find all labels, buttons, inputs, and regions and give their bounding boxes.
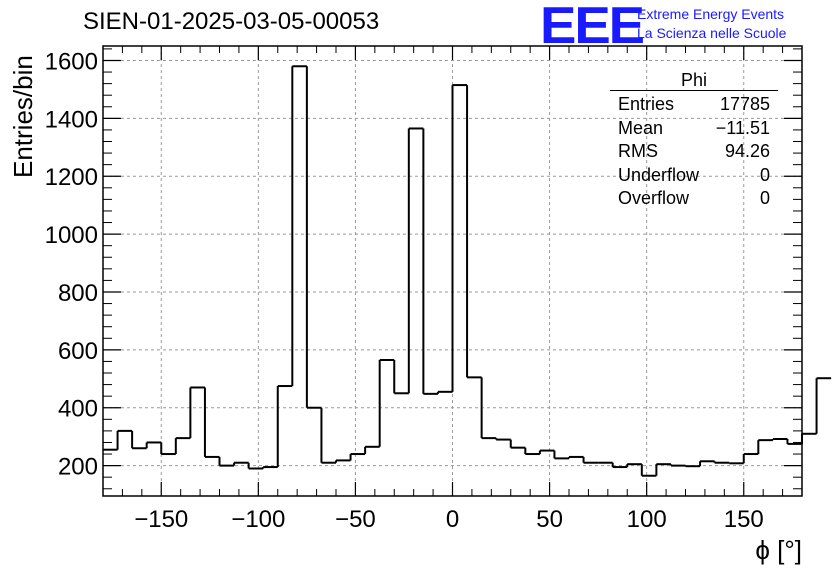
logo-line-1: Extreme Energy Events — [637, 6, 785, 22]
stats-box: Phi Entries 17785 Mean −11.51 RMS 94.26 … — [610, 70, 778, 211]
tick-labels-layer: −150 −100 −50 0 50 100 150 200 400 600 800 1000 1200… — [45, 48, 764, 533]
ticks-layer — [102, 46, 803, 496]
stats-label: Overflow — [618, 188, 690, 208]
stats-row-entries: Entries 17785 — [610, 93, 778, 117]
y-tick-label: 1000 — [45, 222, 98, 249]
stats-value: −11.51 — [715, 117, 770, 138]
x-tick-label: 50 — [536, 506, 563, 533]
stats-value: 0 — [759, 164, 770, 185]
logo-line-2: La Scienza nelle Scuole — [637, 25, 787, 41]
y-tick-label: 1200 — [45, 164, 98, 191]
stats-value: 94.26 — [724, 141, 770, 161]
data-layer — [103, 65, 832, 477]
x-tick-label: −50 — [335, 506, 376, 533]
plot-frame — [102, 45, 803, 497]
y-tick-label: 200 — [58, 454, 98, 481]
stats-row-rms: RMS 94.26 — [610, 140, 778, 164]
x-tick-label: 100 — [627, 506, 667, 533]
stats-label: Mean — [618, 117, 664, 138]
y-axis-label: Entries/bin — [8, 55, 38, 178]
stats-row-mean: Mean −11.51 — [610, 117, 778, 141]
x-tick-label: 150 — [724, 506, 764, 533]
eee-logo-mark: EEE — [540, 0, 645, 55]
stats-value: 17785 — [719, 94, 770, 114]
stats-value: 0 — [759, 188, 770, 208]
x-tick-label: 0 — [446, 506, 459, 533]
stats-label: RMS — [618, 141, 658, 161]
stats-label: Entries — [618, 94, 675, 114]
stats-row-underflow: Underflow 0 — [610, 164, 778, 188]
stats-title: Phi — [610, 70, 778, 91]
y-tick-label: 600 — [58, 338, 98, 365]
x-axis-label: ϕ [°] — [755, 535, 802, 565]
y-tick-label: 800 — [58, 280, 98, 307]
stats-row-overflow: Overflow 0 — [610, 187, 778, 211]
chart-title: SIEN-01-2025-03-05-00053 — [83, 8, 380, 35]
x-tick-label: −100 — [231, 506, 285, 533]
x-tick-label: −150 — [134, 506, 188, 533]
stats-label: Underflow — [618, 164, 700, 185]
y-tick-label: 1400 — [45, 106, 98, 133]
y-tick-label: 400 — [58, 396, 98, 423]
y-tick-label: 1600 — [45, 48, 98, 75]
